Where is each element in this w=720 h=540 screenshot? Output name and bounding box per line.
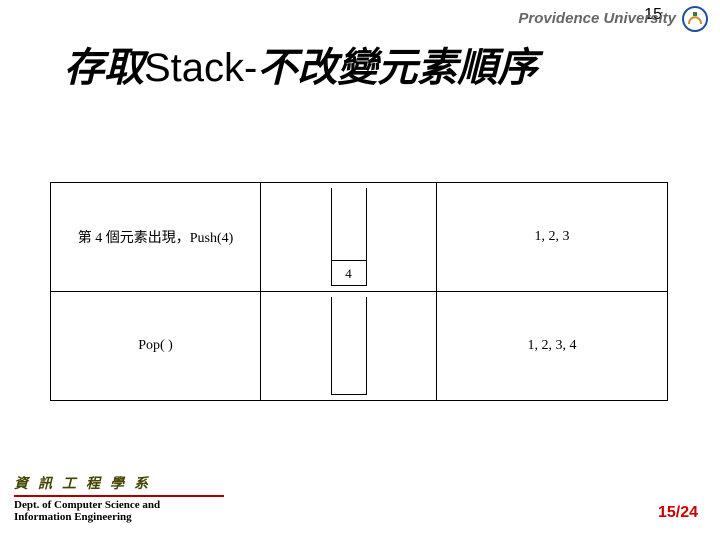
stack-diagram-icon (331, 297, 367, 395)
university-name: Providence University (518, 10, 676, 27)
department-name-en: Dept. of Computer Science and Informatio… (14, 499, 244, 524)
output-sequence: 1, 2, 3 (437, 183, 667, 291)
dept-en-line2: Information Engineering (14, 511, 244, 524)
stack-element: 4 (331, 260, 367, 286)
divider (14, 495, 224, 497)
operation-description: 第 4 個元素出現，Push(4) (51, 183, 261, 291)
table-row: 第 4 個元素出現，Push(4) 4 1, 2, 3 (51, 183, 667, 291)
table-row: Pop( ) 1, 2, 3, 4 (51, 291, 667, 400)
stack-operations-table: 第 4 個元素出現，Push(4) 4 1, 2, 3 Pop( ) (50, 182, 668, 401)
page-number-bottom: 15/24 (658, 504, 698, 522)
stack-state-cell (261, 292, 437, 400)
title-part2: Stack- (144, 46, 257, 90)
dept-en-line1: Dept. of Computer Science and (14, 499, 244, 512)
slide-title: 存取Stack-不改變元素順序 (64, 35, 537, 93)
stack-state-cell: 4 (261, 183, 437, 291)
university-logo-icon (682, 6, 708, 32)
operation-description: Pop( ) (51, 292, 261, 400)
title-part1: 存取 (64, 45, 144, 90)
output-sequence: 1, 2, 3, 4 (437, 292, 667, 400)
header: 15 Providence University (0, 6, 720, 34)
footer-department: 資訊工程學系 Dept. of Computer Science and Inf… (14, 473, 244, 524)
stack-diagram-icon: 4 (331, 188, 367, 286)
department-name-cjk: 資訊工程學系 (14, 473, 244, 495)
title-part3: 不改變元素順序 (257, 45, 537, 90)
